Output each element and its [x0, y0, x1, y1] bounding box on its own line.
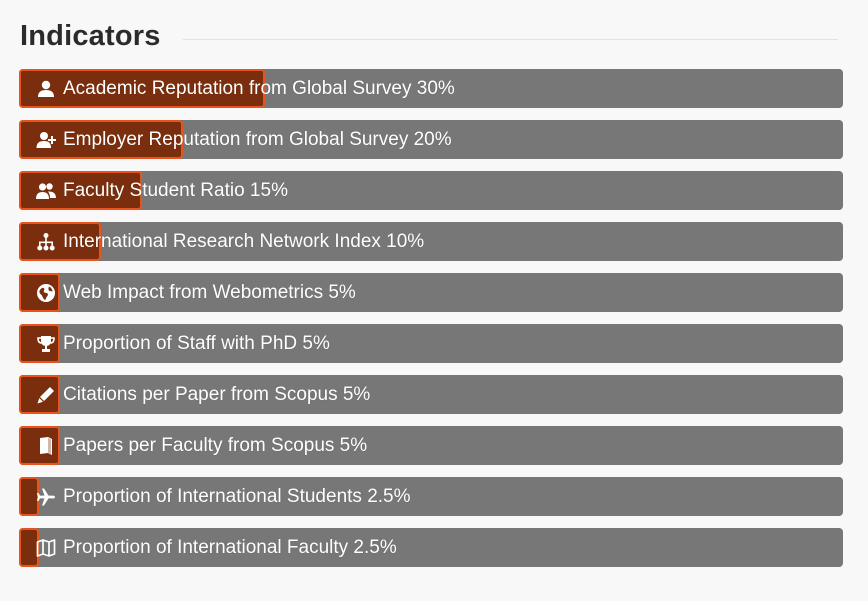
indicator-label: Proportion of Staff with PhD 5% [63, 332, 330, 354]
indicator-fill [19, 171, 142, 210]
trophy-icon [35, 333, 57, 355]
indicator-bar: Proportion of International Students 2.5… [19, 477, 843, 516]
indicator-bar: Citations per Paper from Scopus 5% [19, 375, 843, 414]
indicator-label: International Research Network Index 10% [63, 230, 425, 252]
indicator-bar: Proportion of Staff with PhD 5% [19, 324, 843, 363]
section-header: Indicators [20, 14, 838, 58]
indicator-bar: Papers per Faculty from Scopus 5% [19, 426, 843, 465]
indicator-label: Citations per Paper from Scopus 5% [63, 383, 371, 405]
indicator-bar: Web Impact from Webometrics 5% [19, 273, 843, 312]
page-title: Indicators [20, 19, 161, 52]
indicator-label: Web Impact from Webometrics 5% [63, 281, 356, 303]
pencil-icon [35, 384, 57, 406]
indicator-fill [19, 528, 40, 567]
indicator-bar: International Research Network Index 10% [19, 222, 843, 261]
indicator-bar: Faculty Student Ratio 15% [19, 171, 843, 210]
indicator-list: Academic Reputation from Global Survey 3… [19, 69, 843, 579]
indicator-fill [19, 69, 265, 108]
indicator-fill [19, 426, 60, 465]
indicator-label: Proportion of International Faculty 2.5% [63, 536, 397, 558]
indicator-fill [19, 222, 101, 261]
users-icon [35, 180, 57, 202]
indicator-label: Faculty Student Ratio 15% [63, 179, 288, 201]
indicator-label: Employer Reputation from Global Survey 2… [63, 128, 452, 150]
globe-icon [35, 282, 57, 304]
header-divider [182, 38, 838, 40]
indicator-fill [19, 120, 183, 159]
indicator-label: Academic Reputation from Global Survey 3… [63, 77, 455, 99]
network-icon [35, 231, 57, 253]
indicator-label: Proportion of International Students 2.5… [63, 485, 411, 507]
indicator-bar: Academic Reputation from Global Survey 3… [19, 69, 843, 108]
indicator-bar: Proportion of International Faculty 2.5% [19, 528, 843, 567]
indicator-fill [19, 375, 60, 414]
indicator-fill [19, 324, 60, 363]
map-icon [35, 537, 57, 559]
user-plus-icon [35, 129, 57, 151]
user-icon [35, 78, 57, 100]
indicator-bar: Employer Reputation from Global Survey 2… [19, 120, 843, 159]
plane-icon [35, 486, 57, 508]
indicator-label: Papers per Faculty from Scopus 5% [63, 434, 368, 456]
book-icon [35, 435, 57, 457]
